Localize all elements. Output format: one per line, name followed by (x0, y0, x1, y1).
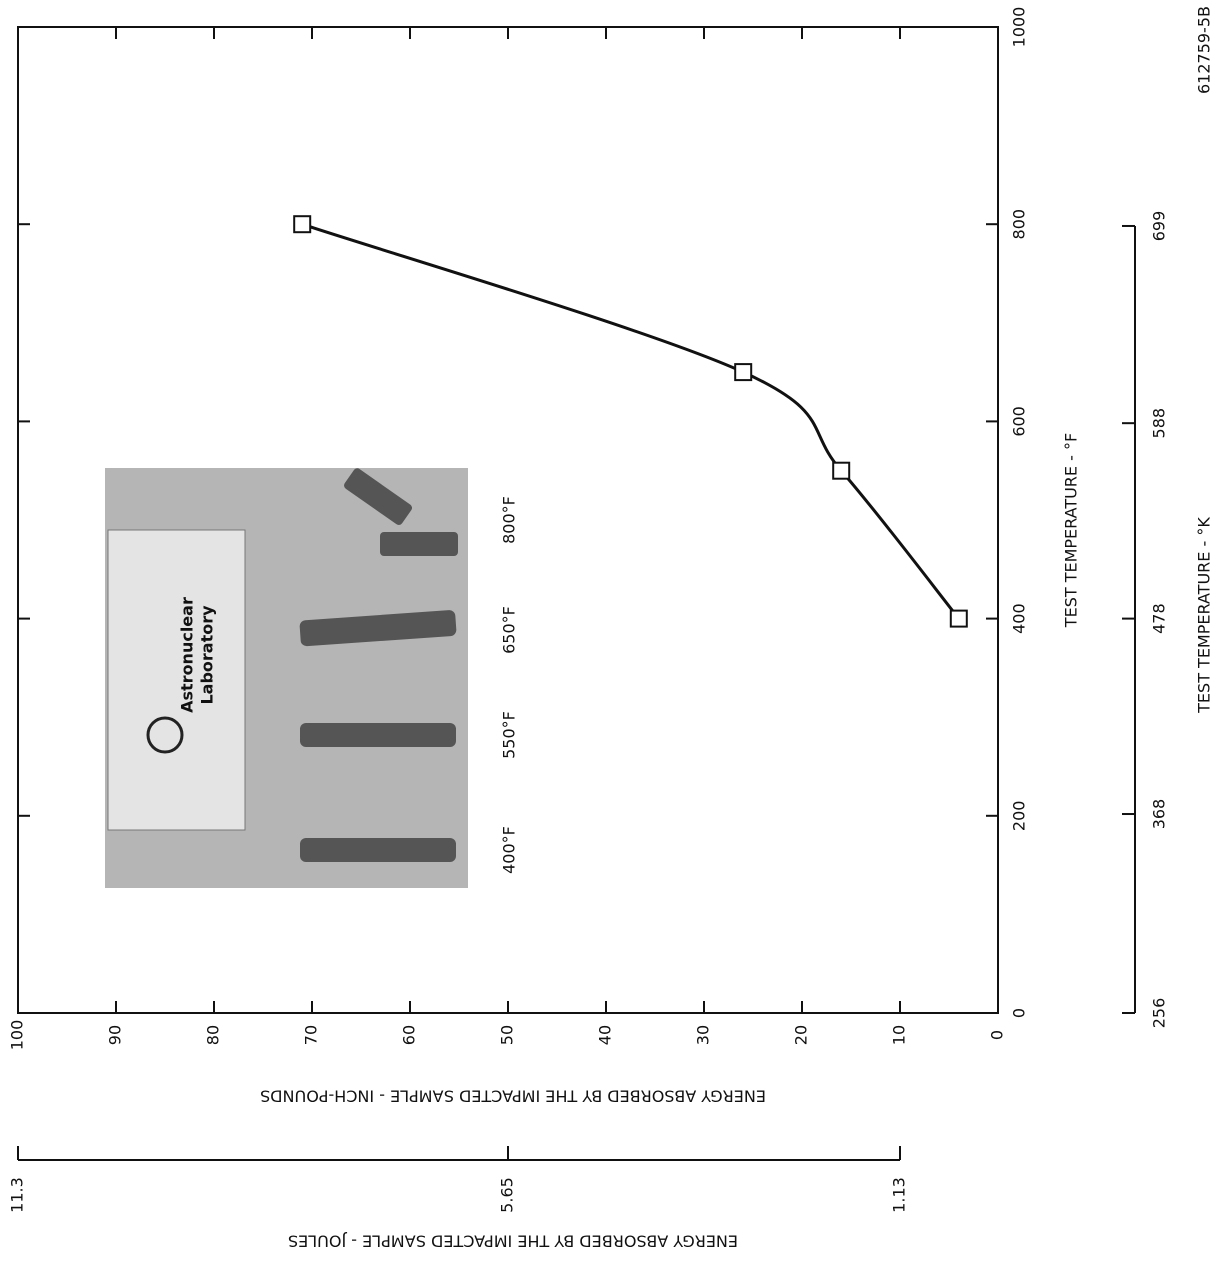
y-tick-label: 0 (988, 1030, 1007, 1040)
specimen (300, 838, 456, 862)
specimen (300, 723, 456, 747)
y-tick-label: 80 (204, 1025, 223, 1045)
inset-label: 800°F (500, 496, 519, 544)
specimen (380, 532, 458, 556)
y-tick-label: 20 (792, 1025, 811, 1045)
inset-label: 650°F (500, 606, 519, 654)
data-point (735, 364, 751, 380)
x2-tick-label: 256 (1150, 998, 1169, 1029)
y-axis-title: ENERGY ABSORBED BY THE IMPACTED SAMPLE -… (260, 1087, 766, 1106)
inset-logo-text: Laboratory (198, 605, 217, 705)
x-tick-label: 0 (1010, 1008, 1029, 1018)
y-tick-label: 70 (302, 1025, 321, 1045)
x-tick-label: 600 (1010, 406, 1029, 437)
x2-axis-title: TEST TEMPERATURE - °K (1195, 517, 1214, 714)
inset-logo-text: Astronuclear (178, 597, 197, 713)
x2-tick-label: 588 (1150, 408, 1169, 439)
chart: 0 200 400 600 800 1000 0 10 20 30 40 50 60 70 80 90 100 2… (0, 0, 1220, 1259)
x-tick-label: 1000 (1010, 7, 1029, 48)
y-tick-label: 10 (890, 1025, 909, 1045)
data-point (833, 463, 849, 479)
data-point (294, 216, 310, 232)
x-tick-label: 200 (1010, 801, 1029, 832)
y-tick-label: 60 (400, 1025, 419, 1045)
figure-id: 612759-5B (1195, 6, 1214, 94)
y-tick-label: 100 (8, 1020, 27, 1051)
data-point (951, 611, 967, 627)
y-tick-label: 30 (694, 1025, 713, 1045)
y2-tick-label: 1.13 (890, 1177, 909, 1213)
inset-label: 550°F (500, 711, 519, 759)
ruler (108, 530, 245, 830)
x2-tick-label: 368 (1150, 799, 1169, 830)
y-tick-label: 40 (596, 1025, 615, 1045)
x2-tick-label: 478 (1150, 603, 1169, 634)
inset-label: 400°F (500, 826, 519, 874)
y-tick-label: 90 (106, 1025, 125, 1045)
y2-tick-label: 11.3 (8, 1177, 27, 1213)
photo-inset (105, 467, 468, 888)
y-tick-label: 50 (498, 1025, 517, 1045)
y2-tick-label: 5.65 (498, 1177, 517, 1213)
x-axis-title: TEST TEMPERATURE - °F (1062, 433, 1081, 628)
y2-axis-title: ENERGY ABSORBED BY THE IMPACTED SAMPLE -… (288, 1232, 738, 1251)
x-tick-label: 800 (1010, 209, 1029, 240)
x2-tick-label: 699 (1150, 211, 1169, 242)
x-tick-label: 400 (1010, 603, 1029, 634)
